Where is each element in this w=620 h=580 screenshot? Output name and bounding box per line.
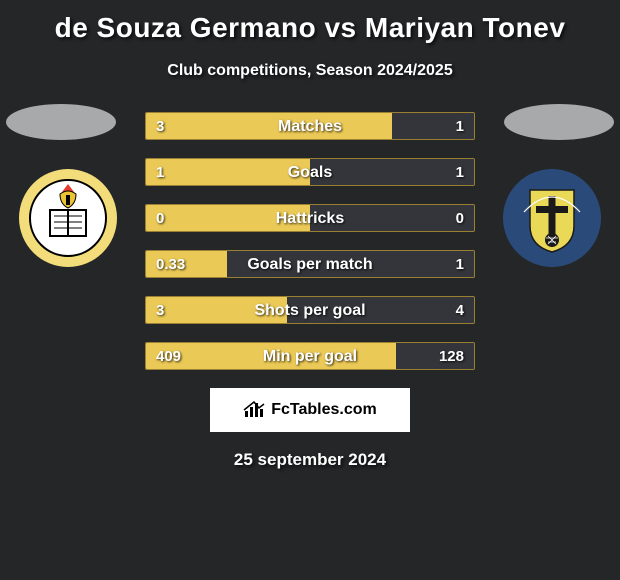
stat-row: 0.331Goals per match (145, 250, 475, 278)
stat-label: Shots per goal (146, 297, 474, 324)
stat-label: Goals (146, 159, 474, 186)
chart-icon (243, 401, 265, 419)
club-badge-right (502, 168, 602, 268)
stat-row: 409128Min per goal (145, 342, 475, 370)
footer-date: 25 september 2024 (0, 450, 620, 470)
club-crest-left-icon (18, 168, 118, 268)
comparison-panel: 31Matches 11Goals 00Hattricks 0.331Goals pe… (0, 112, 620, 370)
player-left-silhouette (6, 104, 116, 140)
stat-label: Goals per match (146, 251, 474, 278)
player-right-silhouette (504, 104, 614, 140)
stat-label: Min per goal (146, 343, 474, 370)
stat-row: 34Shots per goal (145, 296, 475, 324)
club-badge-left (18, 168, 118, 268)
site-logo: FcTables.com (210, 388, 410, 432)
stat-row: 00Hattricks (145, 204, 475, 232)
subtitle: Club competitions, Season 2024/2025 (0, 62, 620, 80)
page-title: de Souza Germano vs Mariyan Tonev (0, 0, 620, 44)
stat-label: Matches (146, 113, 474, 140)
stat-row: 11Goals (145, 158, 475, 186)
stat-bars: 31Matches 11Goals 00Hattricks 0.331Goals pe… (145, 112, 475, 370)
club-crest-right-icon (502, 168, 602, 268)
stat-row: 31Matches (145, 112, 475, 140)
stat-label: Hattricks (146, 205, 474, 232)
site-name: FcTables.com (271, 401, 377, 419)
